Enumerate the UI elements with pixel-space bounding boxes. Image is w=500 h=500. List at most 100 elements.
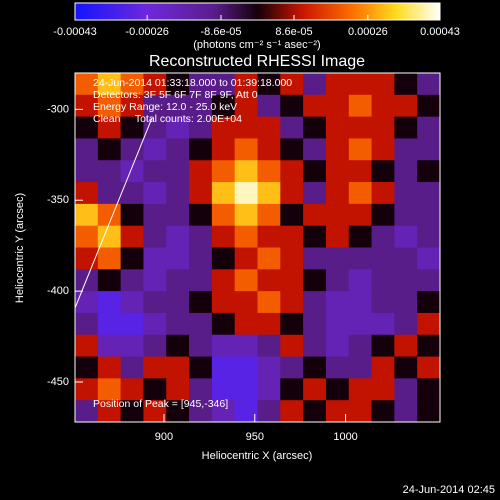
heatmap-cell [394, 334, 418, 358]
colorbar-swatch [370, 3, 372, 20]
heatmap-cell [257, 378, 281, 401]
colorbar-swatch [401, 3, 403, 20]
colorbar-swatch [137, 3, 139, 20]
colorbar-swatch [106, 3, 108, 20]
colorbar-swatch [300, 3, 302, 20]
colorbar-swatch [109, 3, 111, 20]
heatmap-cell [394, 356, 418, 379]
colorbar-swatch [271, 3, 273, 20]
heatmap-cell [75, 378, 99, 401]
colorbar-swatch [165, 3, 167, 20]
colorbar-swatch [327, 3, 329, 20]
heatmap-cell [394, 203, 418, 227]
heatmap-cell [371, 160, 395, 183]
heatmap-cell [97, 225, 122, 248]
colorbar-swatch [202, 3, 204, 20]
colorbar-swatch [349, 3, 351, 20]
x-tick-label: 950 [246, 431, 264, 443]
heatmap-cell [348, 182, 373, 205]
heatmap-cell [257, 334, 281, 358]
colorbar-swatch [230, 3, 232, 20]
colorbar-swatch [210, 3, 212, 20]
heatmap-cell [211, 116, 236, 139]
colorbar-swatch [324, 3, 326, 20]
colorbar-swatch [218, 3, 220, 20]
timestamp: 24-Jun-2014 02:45 [403, 484, 495, 496]
colorbar-swatch [277, 3, 279, 20]
heatmap-cell [417, 182, 441, 205]
colorbar-swatch [409, 3, 411, 20]
colorbar-swatch [357, 3, 359, 20]
peak-label: Position of Peak = [945,-346] [93, 398, 228, 410]
colorbar-swatch [311, 3, 313, 20]
colorbar-swatch [214, 3, 216, 20]
colorbar-swatch [372, 3, 374, 20]
heatmap-cell [166, 378, 190, 401]
colorbar-swatch [421, 3, 423, 20]
colorbar-swatch [427, 3, 429, 20]
heatmap-cell [189, 225, 213, 248]
heatmap-cell [417, 291, 441, 314]
heatmap-cell [189, 356, 213, 379]
colorbar-swatch [423, 3, 425, 20]
heatmap-cell [75, 116, 99, 139]
colorbar-swatch [395, 3, 397, 20]
annotation: Energy Range: 12.0 - 25.0 keV [93, 101, 237, 113]
heatmap-cell [234, 334, 258, 358]
heatmap-cell [348, 312, 373, 336]
heatmap-cell [371, 225, 395, 248]
colorbar-swatch [309, 3, 311, 20]
heatmap-cell [394, 94, 418, 118]
colorbar-swatch [168, 3, 170, 20]
heatmap-cell [325, 225, 350, 248]
heatmap-cell [348, 73, 373, 96]
colorbar-swatch [110, 3, 112, 20]
colorbar-swatch [301, 3, 303, 20]
colorbar-swatch [192, 3, 194, 20]
colorbar-swatch [131, 3, 133, 20]
colorbar-swatch [308, 3, 310, 20]
heatmap-cell [325, 203, 350, 227]
colorbar-swatch [249, 3, 251, 20]
colorbar-swatch [328, 3, 330, 20]
colorbar-swatch [265, 3, 267, 20]
colorbar-swatch [293, 3, 295, 20]
colorbar-swatch [381, 3, 383, 20]
colorbar-swatch [85, 3, 87, 20]
colorbar-swatch [119, 3, 121, 20]
heatmap-cell [394, 160, 418, 183]
colorbar-swatch [215, 3, 217, 20]
colorbar-swatch [114, 3, 116, 20]
colorbar-swatch [231, 3, 233, 20]
heatmap-cell [166, 269, 190, 292]
heatmap-cell [120, 247, 144, 270]
heatmap-cell [143, 182, 167, 205]
colorbar-swatch [181, 3, 183, 20]
colorbar-swatch [403, 3, 405, 20]
colorbar-swatch [374, 3, 376, 20]
colorbar-swatch [354, 3, 356, 20]
colorbar-swatch [437, 3, 439, 20]
heatmap-cell [257, 291, 281, 314]
colorbar-swatch [263, 3, 265, 20]
heatmap-cell [371, 291, 395, 314]
heatmap-cell [280, 138, 304, 161]
heatmap-cell [325, 182, 350, 205]
colorbar-swatch [436, 3, 438, 20]
colorbar-swatch [128, 3, 130, 20]
colorbar-swatch [434, 3, 436, 20]
colorbar-swatch [150, 3, 152, 20]
heatmap-cell [166, 94, 190, 118]
colorbar-swatch [380, 3, 382, 20]
heatmap-cell [325, 116, 350, 139]
colorbar-swatch [365, 3, 367, 20]
heatmap-cell [394, 73, 418, 96]
heatmap-cell [97, 116, 122, 139]
colorbar-swatch [400, 3, 402, 20]
colorbar-swatch [130, 3, 132, 20]
colorbar-swatch [269, 3, 271, 20]
heatmap-cell [280, 356, 304, 379]
heatmap-cell [348, 291, 373, 314]
colorbar-swatch [422, 3, 424, 20]
colorbar-swatch [107, 3, 109, 20]
